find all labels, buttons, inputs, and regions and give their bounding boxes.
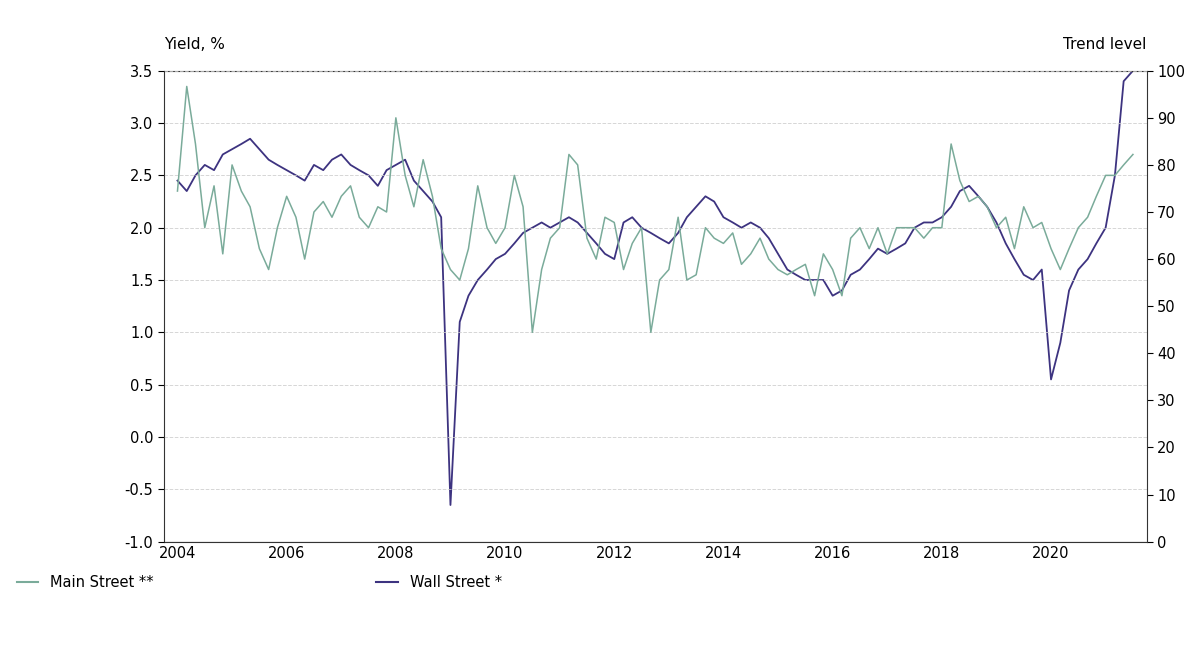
Wall Street * [1007,255,1021,263]
Line: Main Street **: Main Street ** [178,86,1133,332]
Wall Street * [744,218,758,226]
Legend: Wall Street *: Wall Street * [371,569,508,596]
Main Street ** [180,82,194,90]
Line: Wall Street *: Wall Street * [178,71,1133,505]
Main Street ** [170,187,185,195]
Main Street ** [206,182,221,190]
Wall Street * [798,276,812,284]
Wall Street * [170,177,185,185]
Wall Street * [1126,67,1140,75]
Main Street ** [752,234,767,242]
Legend: Main Street **: Main Street ** [11,569,160,596]
Wall Street * [198,161,212,169]
Main Street ** [808,291,822,299]
Wall Street * [835,287,850,295]
Wall Street * [443,501,457,509]
Main Street ** [744,250,758,258]
Text: Trend level: Trend level [1063,37,1146,52]
Main Street ** [1126,151,1140,159]
Wall Street * [734,224,749,232]
Main Street ** [1016,203,1031,211]
Text: Yield, %: Yield, % [164,37,224,52]
Main Street ** [526,328,540,336]
Main Street ** [844,234,858,242]
